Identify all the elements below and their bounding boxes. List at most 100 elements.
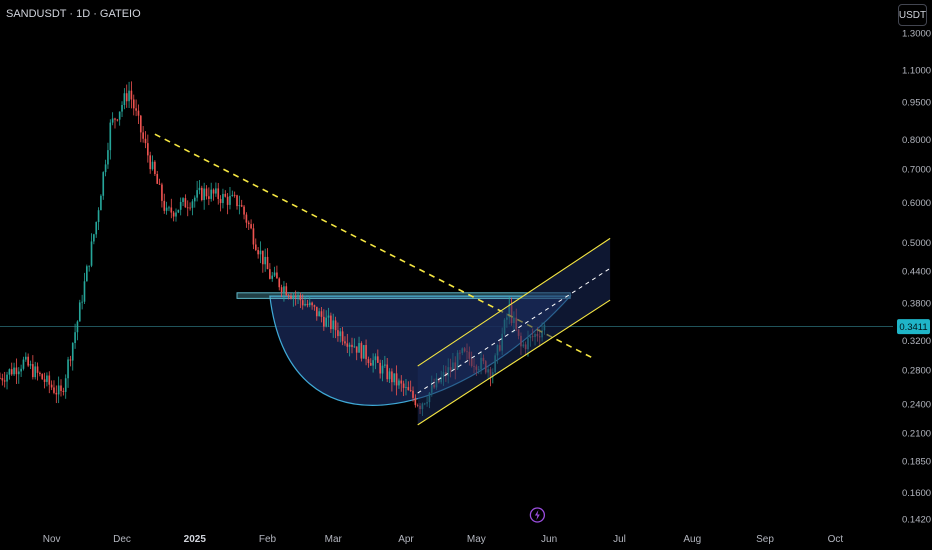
candle-body <box>280 287 283 293</box>
candle-body <box>189 207 191 209</box>
candle-body <box>294 295 297 297</box>
candle-body <box>128 90 130 102</box>
candle-body <box>262 250 264 265</box>
candle-body <box>29 364 32 366</box>
channel-fill <box>417 238 611 425</box>
currency-button[interactable]: USDT <box>898 4 927 26</box>
candle-body <box>17 371 20 375</box>
candle-body <box>175 212 177 217</box>
candle-body <box>111 118 114 123</box>
candle-body <box>369 363 372 366</box>
candle-body <box>60 385 62 391</box>
candle-body <box>355 346 358 353</box>
candle-body <box>362 345 365 359</box>
candle-body <box>414 397 417 406</box>
channel-middle-line <box>417 267 611 394</box>
candle-body <box>313 305 316 307</box>
candle-body <box>409 390 412 391</box>
time-tick-label: Feb <box>259 534 277 545</box>
candle-body <box>224 193 227 197</box>
candle-body <box>76 321 79 333</box>
price-tick-label: 1.1000 <box>902 65 931 76</box>
time-axis: Nov Dec 2025 Feb Mar Apr May Jun Jul Aug Sep Oct <box>43 534 844 545</box>
candle-body <box>292 295 295 299</box>
candle-body <box>57 385 60 395</box>
candle-body <box>156 174 159 184</box>
candle-body <box>240 205 243 207</box>
candle-body <box>208 196 210 199</box>
candle-body <box>330 315 332 330</box>
candle-body <box>32 364 34 378</box>
candle-body <box>182 198 184 202</box>
channel-lower-line <box>417 299 611 426</box>
candle-body <box>90 241 93 266</box>
candle-body <box>229 195 231 205</box>
candle-body <box>285 286 288 296</box>
candle-body <box>125 93 128 102</box>
candle-body <box>222 193 224 204</box>
candle-body <box>203 188 205 201</box>
candle-body <box>109 122 112 151</box>
candle-body <box>121 104 123 112</box>
price-tick-label: 0.2100 <box>902 429 931 440</box>
symbol-label[interactable]: SANDUSDT · 1D · GATEIO <box>6 8 141 20</box>
candle-body <box>405 387 407 388</box>
candle-body <box>193 197 196 202</box>
candle-body <box>165 207 168 211</box>
candle-body <box>130 90 133 100</box>
candle-body <box>36 366 39 373</box>
candle-body <box>186 207 189 209</box>
candle-body <box>301 300 304 306</box>
candle-body <box>412 390 414 398</box>
price-tick-label: 0.3800 <box>902 298 931 309</box>
candle-body <box>170 207 173 213</box>
candle-body <box>304 303 306 306</box>
candle-body <box>266 256 269 270</box>
candle-body <box>69 359 72 361</box>
lightning-icon[interactable] <box>529 507 546 523</box>
candle-body <box>372 360 374 366</box>
candle-body <box>95 222 98 235</box>
candle-body <box>215 188 217 194</box>
candle-body <box>381 365 384 374</box>
candle-body <box>78 302 81 322</box>
price-tick-label: 0.7000 <box>902 164 931 175</box>
candle-body <box>139 115 142 133</box>
candle-body <box>299 295 302 301</box>
candle-body <box>217 188 220 199</box>
candle-body <box>107 150 109 165</box>
candle-body <box>3 380 6 382</box>
current-price-text: 0.3411 <box>899 322 927 333</box>
price-tick-label: 0.3200 <box>902 336 931 347</box>
candle-body <box>318 311 320 317</box>
candle-body <box>407 387 410 391</box>
candle-body <box>379 362 381 374</box>
candle-body <box>100 195 102 211</box>
candle-body <box>254 244 257 251</box>
candle-body <box>102 172 105 196</box>
candle-body <box>384 364 386 366</box>
candle-body <box>0 377 1 379</box>
candle-body <box>231 194 234 196</box>
candle-body <box>147 143 149 156</box>
candle-body <box>283 286 285 293</box>
candle-body <box>250 224 252 229</box>
candle-body <box>320 311 323 317</box>
time-tick-label: Mar <box>325 534 343 545</box>
candle-body <box>353 346 356 348</box>
price-tick-label: 0.1850 <box>902 456 931 467</box>
time-tick-label: Sep <box>756 534 774 545</box>
candle-body <box>395 373 398 386</box>
candle-body <box>15 367 18 375</box>
price-tick-label: 0.8000 <box>902 135 931 146</box>
candle-body <box>273 272 276 276</box>
candle-body <box>39 372 41 375</box>
candle-body <box>264 256 266 265</box>
candle-body <box>315 306 318 317</box>
time-tick-label: 2025 <box>184 534 207 545</box>
candle-body <box>205 188 208 197</box>
candle-body <box>325 317 328 327</box>
candle-body <box>151 161 154 170</box>
price-tick-label: 0.1420 <box>902 514 931 525</box>
